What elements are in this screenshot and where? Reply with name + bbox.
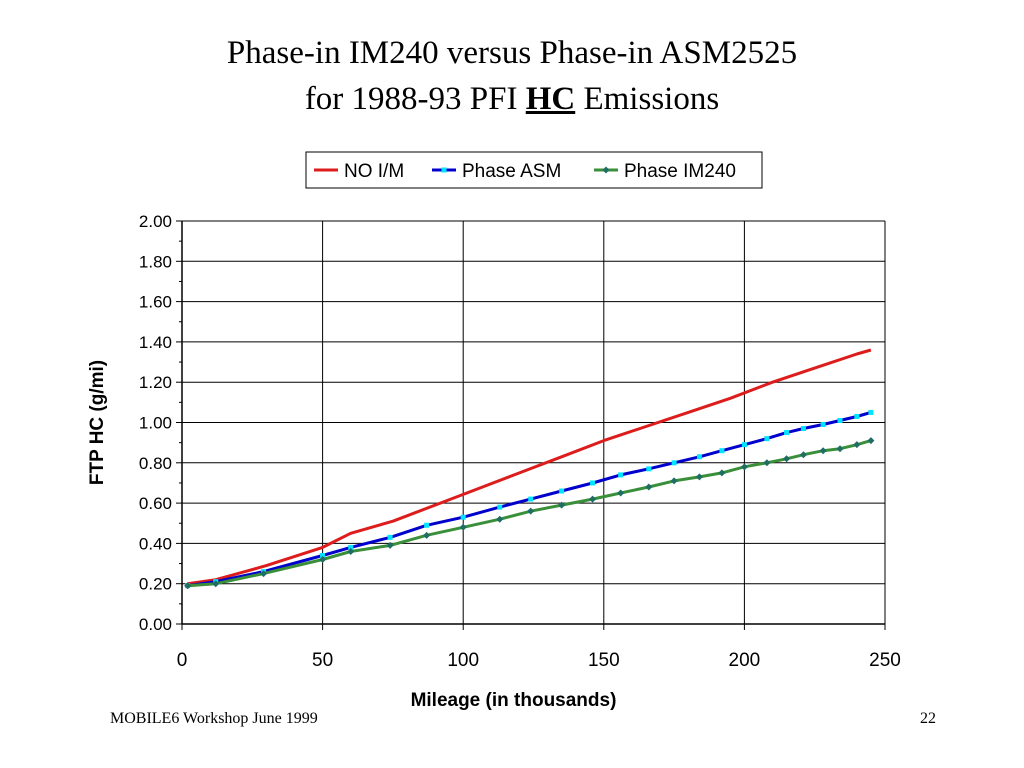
data-point-phase-asm <box>460 514 466 520</box>
title-line-2-prefix: for 1988-93 PFI <box>304 81 526 117</box>
data-point-phase-asm <box>618 472 624 478</box>
legend-label: Phase ASM <box>462 161 561 182</box>
data-point-phase-im240 <box>836 445 844 453</box>
data-point-phase-im240 <box>695 473 703 481</box>
chart-axes <box>176 220 886 630</box>
y-axis-title: FTP HC (g/mi) <box>87 360 108 485</box>
y-tick-label: 0.40 <box>139 534 172 553</box>
data-point-phase-im240 <box>740 463 748 471</box>
data-point-phase-im240 <box>617 489 625 497</box>
y-tick-label: 0.80 <box>139 454 172 473</box>
data-point-phase-asm <box>741 442 747 448</box>
data-point-phase-asm <box>696 454 702 460</box>
data-point-phase-im240 <box>867 437 875 445</box>
data-point-phase-im240 <box>670 477 678 485</box>
data-point-phase-asm <box>800 426 806 432</box>
data-point-phase-asm <box>854 413 860 419</box>
data-point-phase-asm <box>719 448 725 454</box>
page-number: 22 <box>920 710 936 727</box>
footer-workshop-label: MOBILE6 Workshop June 1999 <box>110 710 318 727</box>
x-axis-title: Mileage (in thousands) <box>411 690 617 711</box>
data-point-phase-asm <box>424 522 430 528</box>
y-tick-label: 1.00 <box>139 414 172 433</box>
x-tick-label: 50 <box>312 650 333 671</box>
data-point-phase-im240 <box>763 459 771 467</box>
chart-series <box>184 348 875 590</box>
data-point-phase-asm <box>820 422 826 428</box>
y-tick-label: 1.60 <box>139 293 172 312</box>
data-point-phase-im240 <box>260 570 268 578</box>
y-tick-label: 0.20 <box>139 575 172 594</box>
chart-grid <box>182 220 886 624</box>
data-point-phase-im240 <box>527 507 535 515</box>
data-point-phase-asm <box>590 480 596 486</box>
x-tick-label: 250 <box>869 650 901 671</box>
x-tick-label: 100 <box>447 650 479 671</box>
title-hc-word: HC <box>525 81 576 117</box>
y-tick-label: 1.40 <box>139 333 172 352</box>
chart-labels: 0.00 0.20 0.40 0.60 0.80 1.00 1.20 1.40 1.60 1.80… <box>87 212 901 711</box>
legend-box <box>305 151 763 189</box>
slide-title: Phase-in IM240 versus Phase-in ASM2525 f… <box>0 30 1024 122</box>
x-tick-label: 150 <box>588 650 620 671</box>
data-point-phase-asm <box>528 496 534 502</box>
data-point-phase-im240 <box>386 541 394 549</box>
data-point-phase-im240 <box>496 515 504 523</box>
title-line-2-suffix: Emissions <box>575 81 720 117</box>
y-tick-label: 0.60 <box>139 494 172 513</box>
data-point-phase-im240 <box>347 547 355 555</box>
data-point-phase-asm <box>559 488 565 494</box>
data-point-phase-im240 <box>799 451 807 459</box>
data-point-phase-asm <box>671 460 677 466</box>
data-point-phase-im240 <box>589 495 597 503</box>
x-tick-label: 200 <box>729 650 761 671</box>
data-point-phase-asm <box>387 534 393 540</box>
data-point-phase-im240 <box>319 556 327 564</box>
y-tick-label: 1.20 <box>139 373 172 392</box>
title-line-1: Phase-in IM240 versus Phase-in ASM2525 <box>226 35 798 71</box>
data-point-phase-asm <box>348 544 354 550</box>
series-line-0 <box>187 348 872 586</box>
data-point-phase-im240 <box>558 501 566 509</box>
chart-legend: NO I/M Phase ASM Phase IM240 <box>305 151 763 189</box>
data-point-phase-asm <box>646 466 652 472</box>
data-point-phase-im240 <box>423 531 431 539</box>
data-point-phase-asm <box>784 430 790 436</box>
data-point-phase-im240 <box>459 523 467 531</box>
y-tick-label: 0.00 <box>139 615 172 634</box>
data-point-phase-asm <box>497 504 503 510</box>
data-point-phase-im240 <box>645 483 653 491</box>
data-point-phase-im240 <box>853 441 861 449</box>
x-tick-label: 0 <box>177 650 188 671</box>
data-point-phase-im240 <box>718 469 726 477</box>
title-line-2: for 1988-93 PFI HC Emissions <box>0 76 1024 122</box>
legend-marker <box>602 166 610 174</box>
y-tick-label: 1.80 <box>139 252 172 271</box>
data-point-phase-im240 <box>783 455 791 463</box>
data-point-phase-asm <box>320 552 326 558</box>
data-point-phase-asm <box>868 409 874 415</box>
data-point-phase-asm <box>764 436 770 442</box>
data-point-phase-im240 <box>819 447 827 455</box>
data-point-phase-im240 <box>212 580 220 588</box>
data-point-phase-im240 <box>184 582 192 590</box>
data-point-phase-asm <box>837 417 843 423</box>
legend-label: Phase IM240 <box>624 161 736 182</box>
y-tick-label: 2.00 <box>139 212 172 231</box>
legend-marker <box>441 167 447 173</box>
legend-label: NO I/M <box>344 161 404 182</box>
